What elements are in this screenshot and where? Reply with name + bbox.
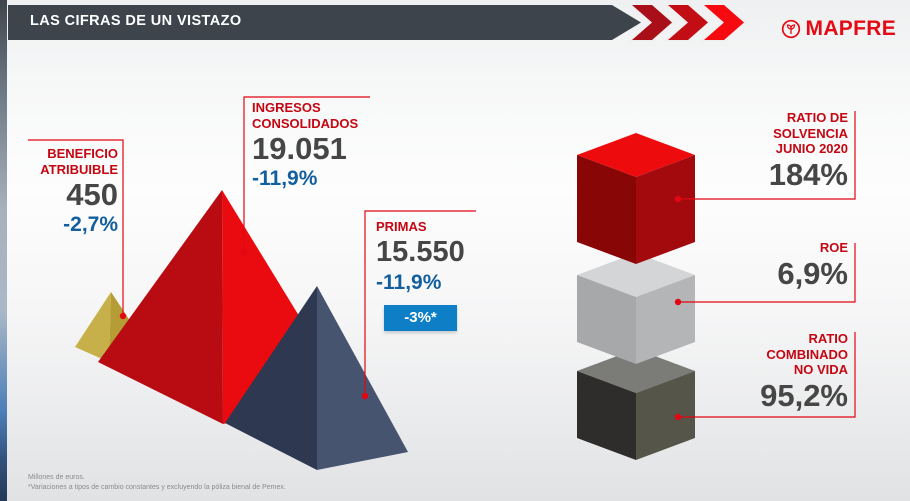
chevron-icon-2 xyxy=(662,3,712,42)
navy-pyramid-left-face xyxy=(225,286,317,470)
kpi-primas-label: PRIMAS xyxy=(376,219,427,234)
gray-cube xyxy=(577,253,695,364)
header-band-shape xyxy=(8,5,641,40)
dark-cube-right-face xyxy=(636,371,695,460)
kpi-primas-change: -11,9% xyxy=(376,270,442,294)
kpi-ingresos-consolidados: INGRESOS CONSOLIDADOS 19.051 -11,9% xyxy=(252,100,402,192)
mapfre-logo: MAPFRE xyxy=(781,17,896,41)
red-cube-right-face xyxy=(636,155,695,264)
kpi-roe-value: 6,9% xyxy=(777,255,848,291)
gold-pyramid xyxy=(75,292,150,362)
mapfre-emblem-icon xyxy=(781,19,800,39)
kpi-combinado-label: RATIO COMBINADO NO VIDA xyxy=(766,331,848,377)
kpi-ingresos-value: 19.051 xyxy=(252,131,347,166)
kpi-combinado-value: 95,2% xyxy=(760,377,848,413)
header-band xyxy=(8,3,748,42)
left-edge-accent-bar xyxy=(0,0,7,501)
kpi-primas: PRIMAS 15.550 -11,9% xyxy=(376,219,506,296)
kpi-roe: ROE 6,9% xyxy=(690,240,848,291)
red-pyramid xyxy=(98,190,348,424)
red-cube xyxy=(577,133,695,264)
kpi-solvencia-label: RATIO DE SOLVENCIA JUNIO 2020 xyxy=(773,110,848,156)
mapfre-wordmark: MAPFRE xyxy=(805,17,896,40)
chevron-icon-1 xyxy=(626,3,676,42)
kpi-ingresos-change: -11,9% xyxy=(252,167,318,190)
navy-pyramid xyxy=(225,286,408,470)
kpi-solvencia-value: 184% xyxy=(768,156,848,192)
dark-cube-left-face xyxy=(577,371,636,460)
callout-dot-solvencia xyxy=(674,195,682,203)
kpi-primas-value: 15.550 xyxy=(376,235,465,268)
kpi-beneficio-atribuible: BENEFICIO ATRIBUIBLE 450 -2,7% xyxy=(8,146,118,238)
footnote-variations: *Variaciones a tipos de cambio constante… xyxy=(28,484,286,491)
callout-dot-combinado xyxy=(674,413,682,421)
dark-cube xyxy=(577,349,695,460)
callout-dot-primas xyxy=(361,392,369,400)
red-pyramid-right-face xyxy=(222,190,348,424)
kpi-ratio-combinado: RATIO COMBINADO NO VIDA 95,2% xyxy=(690,331,848,413)
kpi-primas-badge: -3%* xyxy=(384,305,457,331)
kpi-ratio-solvencia: RATIO DE SOLVENCIA JUNIO 2020 184% xyxy=(690,110,848,192)
kpi-ingresos-label: INGRESOS CONSOLIDADOS xyxy=(252,100,359,131)
kpi-roe-label: ROE xyxy=(819,240,848,255)
gold-pyramid-left-face xyxy=(75,292,111,362)
kpi-beneficio-label: BENEFICIO ATRIBUIBLE xyxy=(40,146,118,177)
red-cube-top-face xyxy=(577,133,695,177)
gray-cube-right-face xyxy=(636,275,695,364)
kpi-beneficio-change: -2,7% xyxy=(63,213,118,236)
footnotes: Millones de euros. *Variaciones a tipos … xyxy=(28,473,286,493)
callout-dot-beneficio xyxy=(119,312,127,320)
kpi-beneficio-value: 450 xyxy=(66,177,118,212)
gold-pyramid-right-face xyxy=(109,292,150,362)
page-title: LAS CIFRAS DE UN VISTAZO xyxy=(30,13,242,29)
red-cube-left-face xyxy=(577,155,636,264)
gray-cube-top-face xyxy=(577,253,695,297)
callout-dot-roe xyxy=(674,298,682,306)
chevron-icon-3 xyxy=(698,3,748,42)
footnote-units: Millones de euros. xyxy=(28,474,85,481)
callout-dot-ingresos xyxy=(240,248,248,256)
dark-cube-top-face xyxy=(577,349,695,393)
gray-cube-left-face xyxy=(577,275,636,364)
